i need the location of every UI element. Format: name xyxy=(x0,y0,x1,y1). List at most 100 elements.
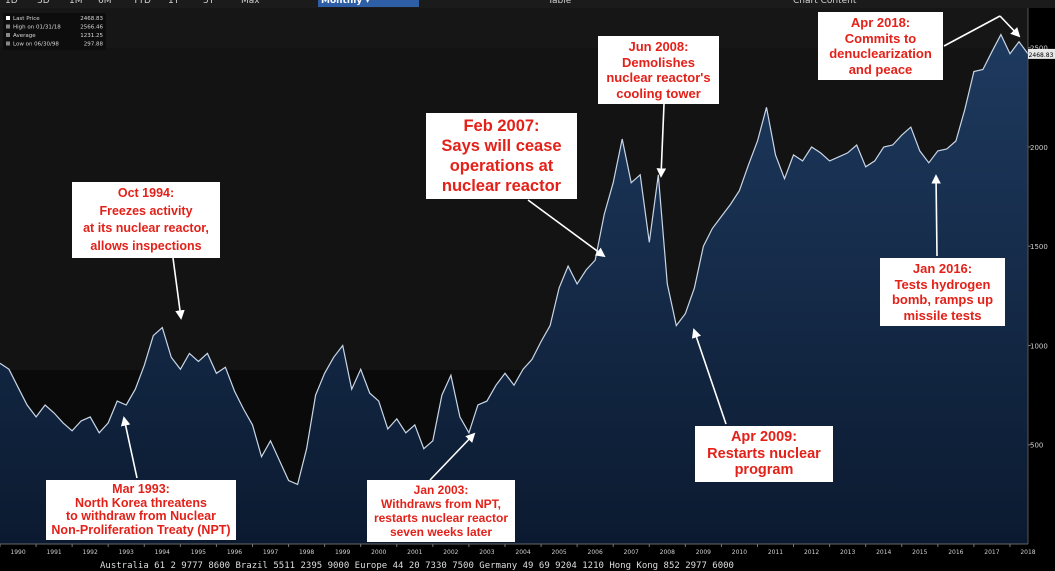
annotation-line: at its nuclear reactor, xyxy=(83,221,209,235)
range-button-1y[interactable]: 1Y xyxy=(168,0,180,6)
stats-legend: Last Price 2468.83 High on 01/31/18 2566.46… xyxy=(3,13,106,50)
x-tick-label: 2011 xyxy=(768,549,783,556)
annotation-jun2008: Jun 2008: Demolishes nuclear reactor's cool… xyxy=(598,36,719,104)
y-tick-label: 500 xyxy=(1030,442,1043,450)
y-tick-label: 2000 xyxy=(1030,144,1048,152)
table-button[interactable]: Table xyxy=(548,0,572,6)
x-tick-label: 2018 xyxy=(1020,549,1035,556)
x-tick-label: 2002 xyxy=(443,549,458,556)
annotation-line: cooling tower xyxy=(616,85,701,101)
pointer-mar1993 xyxy=(120,416,138,479)
x-tick-label: 2014 xyxy=(876,549,891,556)
price-line xyxy=(0,33,1029,486)
x-tick-label: 2009 xyxy=(696,549,711,556)
range-button-6m[interactable]: 6M xyxy=(98,0,112,6)
annotation-line: Jun 2008: xyxy=(628,39,689,54)
price-area xyxy=(0,34,1028,544)
last-price-label: 2468.83 xyxy=(1029,52,1054,59)
x-tick-label: 1995 xyxy=(191,549,206,556)
annotation-apr2018: Apr 2018: Commits to denuclearization and p… xyxy=(818,12,943,80)
chart-content-button[interactable]: Chart Content xyxy=(793,0,857,6)
y-tick-label: 1000 xyxy=(1030,342,1048,350)
x-tick-label: 1996 xyxy=(227,549,242,556)
annotation-line: Restarts nuclear xyxy=(707,445,821,462)
range-button-3d[interactable]: 3D xyxy=(37,0,50,6)
x-tick-label: 2016 xyxy=(948,549,963,556)
annotation-line: Mar 1993: xyxy=(112,482,170,496)
x-tick-label: 2005 xyxy=(551,549,566,556)
annotation-apr2009: Apr 2009: Restarts nuclear program xyxy=(695,426,833,482)
x-tick-label: 2001 xyxy=(407,549,422,556)
x-tick-label: 1998 xyxy=(299,549,314,556)
stats-value: 2566.46 xyxy=(80,25,103,31)
range-button-5y[interactable]: 5Y xyxy=(203,0,215,6)
annotation-line: bomb, ramps up xyxy=(891,292,994,307)
annotation-line: restarts nuclear reactor xyxy=(373,511,509,525)
annotation-line: Withdraws from NPT, xyxy=(381,497,501,511)
y-tick-label: 1500 xyxy=(1030,243,1048,251)
stats-value: 2468.83 xyxy=(80,16,103,22)
stats-box xyxy=(3,13,106,50)
period-dropdown[interactable]: Monthly ▾ xyxy=(318,0,419,7)
annotation-line: Freezes activity xyxy=(99,203,193,218)
annotation-line: missile tests xyxy=(903,307,982,323)
annotation-line: Says will cease xyxy=(441,137,562,155)
stats-label: High on 01/31/18 xyxy=(13,25,61,31)
toolbar: 1D 3D 1M 6M YTD 1Y 5Y Max Monthly ▾ Table Chart Co… xyxy=(0,0,1055,8)
annotation-line: Jan 2016: xyxy=(912,261,973,276)
annotation-line: allows inspections xyxy=(90,238,202,253)
x-tick-label: 1994 xyxy=(155,549,170,556)
x-tick-label: 1991 xyxy=(46,549,61,556)
x-tick-label: 2013 xyxy=(840,549,855,556)
annotation-line: Demolishes xyxy=(622,54,695,70)
annotation-line: seven weeks later xyxy=(389,525,493,539)
pointer-jan2016 xyxy=(931,174,941,257)
x-tick-label: 2015 xyxy=(912,549,927,556)
annotation-line: operations at xyxy=(449,157,554,175)
x-tick-label: 2006 xyxy=(588,549,603,556)
stats-label: Average xyxy=(13,33,36,39)
x-tick-label: 2004 xyxy=(515,549,530,556)
annotation-line: nuclear reactor xyxy=(441,177,562,195)
x-tick-label: 1990 xyxy=(10,549,25,556)
area-layer xyxy=(0,33,1029,544)
stats-label: Last Price xyxy=(13,16,40,22)
pointer-jun2008 xyxy=(656,103,667,178)
x-tick-label: 2007 xyxy=(624,549,639,556)
annotation-line: Non-Proliferation Treaty (NPT) xyxy=(51,522,231,537)
stats-value: 297.88 xyxy=(84,42,104,48)
range-button-1d[interactable]: 1D xyxy=(5,0,18,6)
annotation-line: to withdraw from Nuclear xyxy=(65,509,217,523)
x-tick-label: 2010 xyxy=(732,549,747,556)
annotation-feb2007: Feb 2007: Says will cease operations at nuc… xyxy=(426,113,577,199)
range-button-max[interactable]: Max xyxy=(241,0,260,6)
annotation-line: Apr 2009: xyxy=(730,429,798,445)
x-tick-label: 1993 xyxy=(119,549,134,556)
x-axis: 1990 1991 1992 1993 1994 1995 1996 1997 1998 1999… xyxy=(0,543,1036,556)
annotation-pointers xyxy=(120,15,1021,481)
annotation-line: North Korea threatens xyxy=(75,495,207,510)
annotation-line: Feb 2007: xyxy=(463,117,540,135)
stats-label: Low on 06/30/98 xyxy=(13,42,59,48)
range-button-ytd[interactable]: YTD xyxy=(133,0,151,6)
stats-value: 1231.25 xyxy=(80,33,103,39)
x-tick-label: 2012 xyxy=(804,549,819,556)
annotation-line: Commits to xyxy=(844,30,917,46)
pointer-apr2018 xyxy=(999,15,1021,38)
annotation-line: program xyxy=(734,462,794,479)
x-tick-label: 1997 xyxy=(263,549,278,556)
annotation-mar1993: Mar 1993: North Korea threatens to withdra… xyxy=(46,480,236,540)
annotation-oct1994: Oct 1994: Freezes activity at its nuclear … xyxy=(72,182,220,258)
last-price-tag xyxy=(1028,48,1055,59)
range-button-1m[interactable]: 1M xyxy=(69,0,83,6)
annotation-line: denuclearization xyxy=(829,46,932,61)
pointer-feb2007 xyxy=(527,199,606,258)
stats-marker xyxy=(6,41,10,46)
pointer-oct1994 xyxy=(172,257,185,320)
stats-marker xyxy=(6,16,10,20)
stats-marker xyxy=(6,33,10,37)
x-tick-label: 2008 xyxy=(660,549,675,556)
annotation-line: Oct 1994: xyxy=(117,186,175,200)
